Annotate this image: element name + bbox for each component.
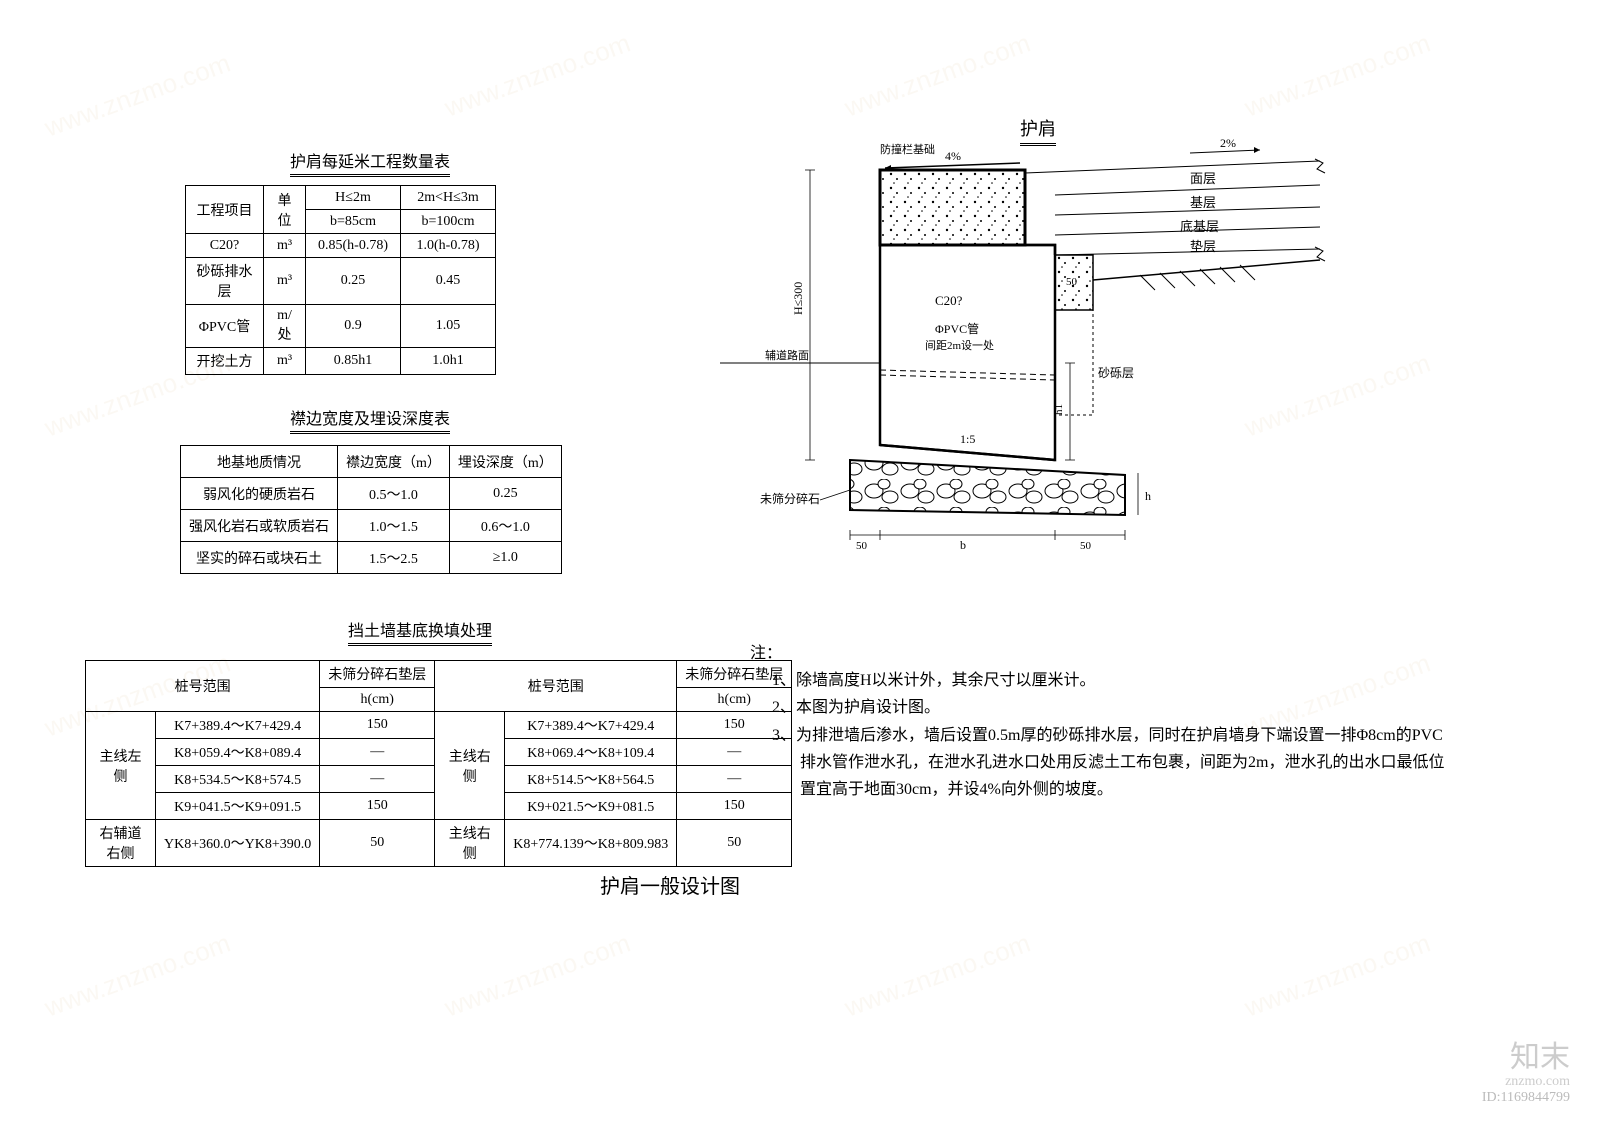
th: b=100cm xyxy=(401,210,496,234)
road-surface-label: 辅道路面 xyxy=(765,348,809,362)
th: H≤2m xyxy=(306,186,401,210)
watermark-diag: www.znzmo.com xyxy=(441,928,635,1024)
table-row: 砂砾排水层m³0.250.45 xyxy=(186,258,496,305)
dim-h1: h1 xyxy=(1053,404,1065,415)
dim-50a: 50 xyxy=(1066,276,1078,288)
table-row: ΦPVC管m/处0.91.05 xyxy=(186,305,496,348)
table-row: C20?m³0.85(h-0.78)1.0(h-0.78) xyxy=(186,234,496,258)
depth-table: 地基地质情况襟边宽度（m）埋设深度（m） 弱风化的硬质岩石0.5～1.00.25… xyxy=(180,445,562,574)
slope-15-label: 1:5 xyxy=(960,432,975,446)
brand-name: 知末 xyxy=(1482,1041,1570,1074)
barrier-base-label: 防撞栏基础 xyxy=(880,142,935,156)
th: b=85cm xyxy=(306,210,401,234)
table-row: 强风化岩石或软质岩石1.0～1.50.6～1.0 xyxy=(181,510,562,542)
table1-title: 护肩每延米工程数量表 xyxy=(290,148,450,177)
unscreened-label: 未筛分碎石 xyxy=(760,491,820,506)
table-row: 坚实的碎石或块石土1.5～2.5≥1.0 xyxy=(181,542,562,574)
dim-50c: 50 xyxy=(1080,540,1092,552)
gravel-label: 砂砾层 xyxy=(1098,366,1134,380)
note-item: 3、为排泄墙后渗水，墙后设置0.5m厚的砂砾排水层，同时在护肩墙身下端设置一排Φ… xyxy=(772,722,1450,804)
table-row: 右辅道右侧YK8+360.0～YK8+390.050 主线右侧K8+774.13… xyxy=(86,820,792,867)
quantity-table: 工程项目 单位 H≤2m 2m<H≤3m b=85cm b=100cm C20?… xyxy=(185,185,496,375)
table-row: 弱风化的硬质岩石0.5～1.00.25 xyxy=(181,478,562,510)
table2-title: 襟边宽度及埋设深度表 xyxy=(290,405,450,434)
dim-b: b xyxy=(960,538,966,552)
table-row: 开挖土方m³0.85h11.0h1 xyxy=(186,348,496,375)
watermark-diag: www.znzmo.com xyxy=(441,28,635,124)
note-item: 2、本图为护肩设计图。 xyxy=(772,694,1450,721)
dim-H: H≤300 xyxy=(791,282,805,315)
slope-2-label: 2% xyxy=(1220,136,1236,150)
notes-header: 注： xyxy=(750,640,1450,667)
pvc-label: ΦPVC管 xyxy=(935,321,979,336)
brand-id: ID:1169844799 xyxy=(1482,1090,1570,1105)
watermark-diag: www.znzmo.com xyxy=(841,928,1035,1024)
table-row: 主线左侧 K7+389.4～K7+429.4150 主线右侧 K7+389.4～… xyxy=(86,712,792,739)
watermark-diag: www.znzmo.com xyxy=(841,28,1035,124)
brand-watermark: 知末 znzmo.com ID:1169844799 xyxy=(1482,1041,1570,1105)
page-title: 护肩一般设计图 xyxy=(600,870,740,899)
cushion-label: 垫层 xyxy=(1190,239,1216,254)
watermark-diag: www.znzmo.com xyxy=(41,928,235,1024)
watermark-diag: www.znzmo.com xyxy=(1241,28,1435,124)
th: 2m<H≤3m xyxy=(401,186,496,210)
dim-50b: 50 xyxy=(856,540,868,552)
dim-h: h xyxy=(1145,489,1151,503)
c20-label: C20? xyxy=(935,293,963,308)
note-item: 1、除墙高度H以米计外，其余尺寸以厘米计。 xyxy=(772,667,1450,694)
table3-title: 挡土墙基底换填处理 xyxy=(348,617,492,646)
watermark-diag: www.znzmo.com xyxy=(41,48,235,144)
shoulder-section-diagram: 2% 4% 防撞栏基础 C20? ΦPVC管 间距2m设一处 辅道路面 xyxy=(720,115,1340,615)
notes: 注： 1、除墙高度H以米计外，其余尺寸以厘米计。 2、本图为护肩设计图。 3、为… xyxy=(750,640,1450,803)
th: 工程项目 xyxy=(186,186,264,234)
th: 单位 xyxy=(264,186,306,234)
base-label: 基层 xyxy=(1190,195,1216,210)
spacing-label: 间距2m设一处 xyxy=(925,339,994,352)
brand-domain: znzmo.com xyxy=(1482,1074,1570,1089)
surface-label: 面层 xyxy=(1190,171,1216,186)
slope-4-label: 4% xyxy=(945,149,961,163)
subbase-label: 底基层 xyxy=(1180,219,1219,234)
watermark-diag: www.znzmo.com xyxy=(1241,928,1435,1024)
fill-table: 桩号范围 未筛分碎石垫层 桩号范围 未筛分碎石垫层 h(cm)h(cm) 主线左… xyxy=(85,660,792,867)
